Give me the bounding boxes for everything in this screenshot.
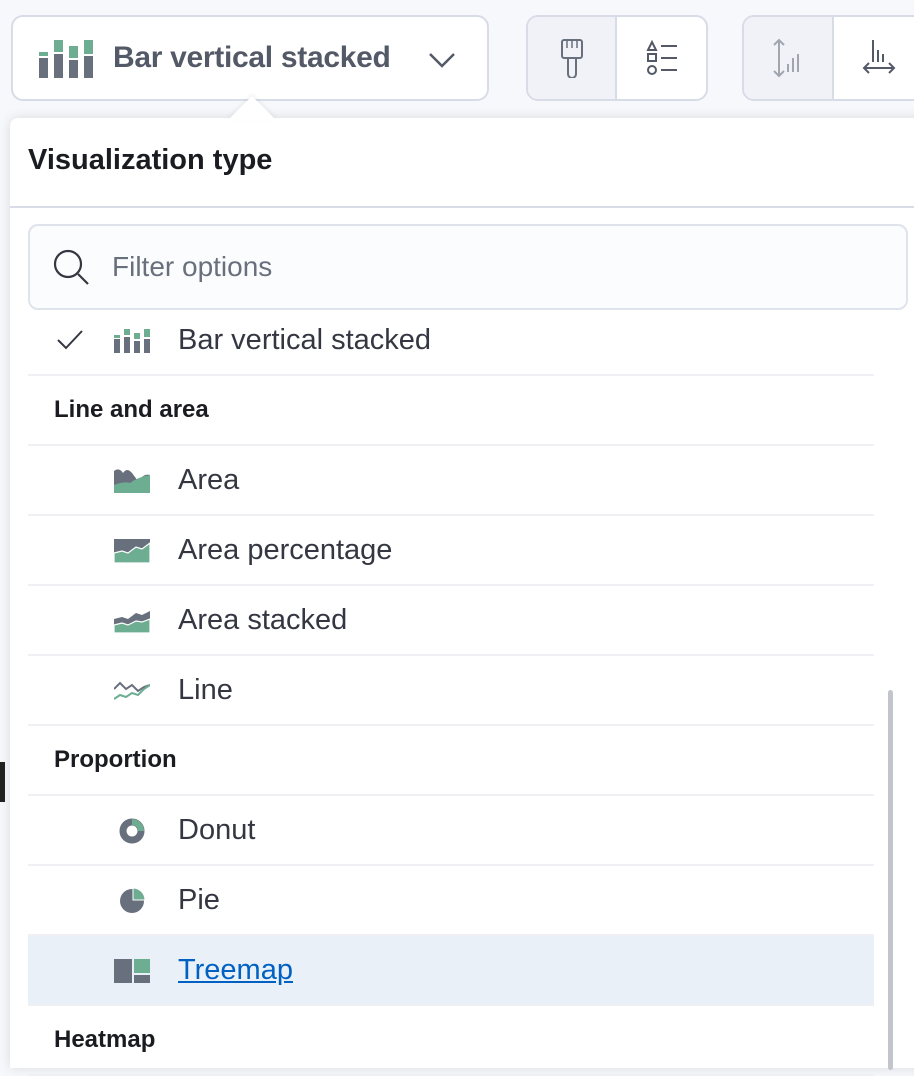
item-label: Treemap (178, 953, 293, 986)
legend-button[interactable] (617, 17, 706, 99)
divider (10, 206, 914, 208)
left-axis-button[interactable] (744, 17, 834, 99)
list-item-bar-vertical-stacked[interactable]: Bar vertical stacked (28, 306, 874, 376)
list-item-area-stacked[interactable]: Area stacked (28, 586, 874, 656)
area-percentage-icon (114, 539, 150, 564)
filter-options-field[interactable] (28, 224, 908, 310)
bottom-axis-icon (862, 40, 896, 74)
scrollbar[interactable] (888, 690, 893, 1070)
list-item-pie[interactable]: Pie (28, 866, 874, 936)
legend-icon (645, 40, 677, 75)
list-item-treemap[interactable]: Treemap (28, 936, 874, 1006)
list-item-area[interactable]: Area (28, 446, 874, 516)
group-title: Proportion (54, 746, 177, 773)
item-label: Bar vertical stacked (178, 323, 432, 356)
bar-vertical-stacked-icon (39, 40, 93, 78)
bottom-axis-button[interactable] (834, 17, 914, 99)
item-label: Area (178, 463, 240, 496)
search-icon (53, 249, 89, 285)
group-header-heatmap: Heatmap (28, 1006, 874, 1076)
chevron-down-icon (429, 53, 455, 68)
group-title: Heatmap (54, 1026, 156, 1053)
window-edge (0, 762, 5, 802)
axis-toolbar-group (742, 15, 914, 101)
list-item-line[interactable]: Line (28, 656, 874, 726)
popover-title: Visualization type (28, 144, 273, 176)
bar-vertical-stacked-icon (114, 329, 150, 353)
chart-type-switcher[interactable]: Bar vertical stacked (11, 15, 489, 101)
group-title: Line and area (54, 396, 209, 423)
filter-options-input[interactable] (112, 251, 812, 283)
group-header-line-and-area: Line and area (28, 376, 874, 446)
left-axis-icon (773, 38, 799, 78)
item-label: Pie (178, 883, 220, 916)
popover-arrow (228, 96, 276, 120)
visualization-list: Bar vertical stacked Line and area Area … (28, 306, 874, 1076)
item-label: Donut (178, 813, 256, 846)
visualization-type-popover: Visualization type Bar vertical stacked … (10, 118, 914, 1076)
check-icon (57, 330, 83, 350)
item-label: Area stacked (178, 603, 348, 636)
paintbrush-icon (560, 39, 583, 78)
area-stacked-icon (114, 611, 150, 634)
area-icon (114, 469, 150, 493)
appearance-button[interactable] (528, 17, 618, 99)
item-label: Area percentage (178, 533, 393, 566)
item-label: Line (178, 673, 233, 706)
style-toolbar-group (526, 15, 708, 101)
pie-icon (120, 887, 146, 913)
treemap-icon (114, 959, 150, 983)
donut-icon (119, 818, 145, 844)
list-item-donut[interactable]: Donut (28, 796, 874, 866)
switcher-label: Bar vertical stacked (113, 41, 391, 74)
line-icon (114, 681, 150, 700)
list-item-area-percentage[interactable]: Area percentage (28, 516, 874, 586)
group-header-proportion: Proportion (28, 726, 874, 796)
